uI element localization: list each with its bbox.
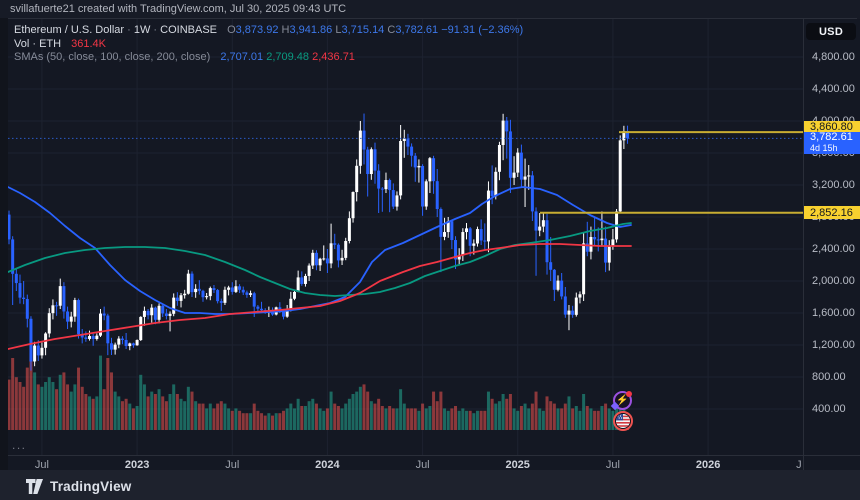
sma50-value: 2,707.01	[220, 51, 264, 63]
tradingview-logo-text: TradingView	[50, 479, 132, 494]
volume-value: 361.4K	[71, 37, 107, 50]
chart-legend: Ethereum / U.S. Dollar · 1W · COINBASE O…	[14, 24, 523, 65]
notification-dot	[626, 391, 632, 397]
price-tick-label: 1,200.00	[812, 339, 855, 351]
us-economic-event-icon[interactable]	[613, 411, 633, 431]
exchange-label[interactable]: COINBASE	[160, 24, 217, 36]
interval-label[interactable]: 1W	[133, 24, 151, 36]
volume-bars	[8, 353, 630, 430]
grid-lines	[8, 19, 803, 455]
low-ray-price-tag: 2,852.16	[804, 206, 860, 220]
time-tick-label: 2023	[124, 459, 150, 471]
current-price-tag: 3,782.61 4d 15h	[804, 132, 860, 155]
change-value: −91.31 (−2.36%)	[441, 24, 524, 36]
attribution-text: svillafuerte21 created with TradingView.…	[10, 3, 347, 15]
ohlc-values: O3,873.92 H3,941.86 L3,715.14 C3,782.61 …	[227, 24, 524, 36]
close-value: 3,782.61	[395, 24, 439, 36]
price-tick-label: 4,800.00	[812, 51, 855, 63]
tradingview-logo-icon	[26, 479, 43, 494]
lightning-icon: ⚡	[616, 394, 629, 406]
sma200-line	[8, 243, 632, 350]
time-tick-label: Jul	[34, 459, 49, 471]
us-flag-icon	[616, 414, 630, 428]
low-value: 3,715.14	[341, 24, 385, 36]
sma-legend-row[interactable]: SMAs (50, close, 100, close, 200, close)…	[14, 51, 355, 63]
high-ray-price-tag: 3,860.80	[804, 120, 860, 134]
time-tick-label: 2025	[505, 459, 530, 471]
price-tick-label: 4,400.00	[812, 83, 855, 95]
time-tick-label: Jul	[605, 459, 620, 471]
time-tick-label: Jul	[225, 459, 240, 471]
sma200-value: 2,436.71	[312, 51, 355, 63]
symbol-title[interactable]: Ethereum / U.S. Dollar	[14, 24, 125, 36]
open-value: 3,873.92	[235, 24, 279, 36]
currency-usd-button[interactable]: USD	[806, 23, 856, 40]
sma100-line	[8, 222, 632, 297]
time-tick-label: Jul	[415, 459, 430, 471]
sma100-value: 2,709.48	[266, 51, 310, 63]
bar-countdown: 4d 15h	[810, 143, 838, 154]
price-tick-label: 400.00	[812, 403, 846, 415]
legend-more-button[interactable]: ...	[12, 438, 27, 452]
crypto-event-icon[interactable]: ⚡	[610, 391, 632, 411]
time-tick-label: 2024	[315, 459, 340, 471]
price-tick-label: 1,600.00	[812, 307, 855, 319]
price-tick-label: 2,000.00	[812, 275, 855, 287]
high-value: 3,941.86	[289, 24, 333, 36]
tradingview-logo[interactable]: TradingView	[26, 479, 131, 494]
symbol-legend-row[interactable]: Ethereum / U.S. Dollar · 1W · COINBASE O…	[14, 24, 524, 36]
price-tick-label: 2,400.00	[812, 243, 855, 255]
time-tick-label: Jul	[796, 459, 802, 471]
price-tick-label: 3,200.00	[812, 179, 855, 191]
time-tick-label: 2026	[695, 459, 721, 471]
price-tick-label: 800.00	[812, 371, 846, 383]
volume-legend-row[interactable]: Vol · ETH 361.4K	[14, 37, 107, 50]
